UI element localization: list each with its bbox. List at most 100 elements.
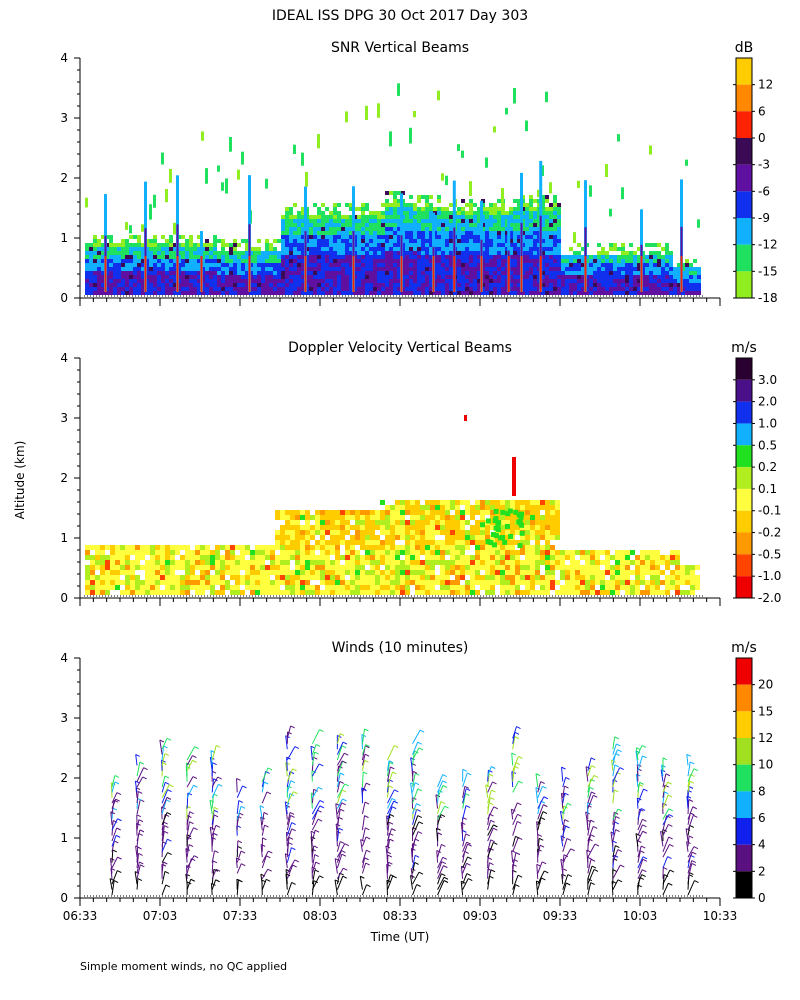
- snr-cell: [205, 267, 209, 271]
- snr-cell: [221, 291, 225, 295]
- doppler-cell: [450, 555, 455, 560]
- doppler-cell: [300, 545, 305, 550]
- doppler-cell: [140, 565, 145, 570]
- snr-speckle: [457, 144, 460, 151]
- snr-cell: [157, 271, 161, 275]
- wind-barb-flag: [314, 751, 319, 755]
- snr-cell: [625, 275, 629, 279]
- wind-barb-flag: [311, 770, 317, 774]
- snr-cell: [517, 263, 521, 267]
- snr-cell: [529, 207, 533, 211]
- wind-barb-flag: [192, 759, 197, 763]
- snr-cell: [301, 255, 305, 259]
- snr-cell: [501, 279, 505, 283]
- snr-cell: [445, 231, 449, 235]
- doppler-cell: [495, 570, 500, 575]
- snr-cell: [373, 231, 377, 235]
- doppler-cell: [530, 505, 535, 510]
- snr-cell: [405, 255, 409, 259]
- wind-barb: [311, 763, 320, 777]
- snr-cell: [373, 255, 377, 259]
- snr-cell: [445, 219, 449, 223]
- snr-cell: [93, 239, 97, 243]
- snr-cell: [457, 211, 461, 215]
- snr-cell: [693, 279, 697, 283]
- snr-cell: [605, 271, 609, 275]
- snr-cell: [637, 279, 641, 283]
- snr-cell: [497, 291, 501, 295]
- doppler-cell: [285, 540, 290, 545]
- wind-barb-flag: [139, 861, 144, 865]
- snr-speckle: [241, 151, 244, 165]
- doppler-cell: [425, 590, 430, 595]
- doppler-cell: [135, 580, 140, 585]
- snr-cell: [173, 263, 177, 267]
- doppler-cell: [215, 560, 220, 565]
- snr-cell: [261, 267, 265, 271]
- snr-cell: [157, 291, 161, 295]
- snr-cell: [97, 287, 101, 291]
- doppler-cell: [185, 585, 190, 590]
- doppler-cell: [180, 545, 185, 550]
- snr-cell: [321, 227, 325, 231]
- doppler-cell: [325, 530, 330, 535]
- snr-cell: [313, 251, 317, 255]
- snr-cell: [217, 255, 221, 259]
- snr-cell: [557, 203, 561, 207]
- snr-plume-core: [520, 222, 523, 289]
- doppler-cell: [675, 560, 680, 565]
- doppler-cell: [325, 565, 330, 570]
- snr-cell: [613, 263, 617, 267]
- snr-cell: [609, 247, 613, 251]
- snr-cell: [393, 227, 397, 231]
- doppler-cell: [425, 580, 430, 585]
- doppler-cell: [105, 585, 110, 590]
- snr-speckle: [621, 187, 624, 200]
- snr-cell: [157, 247, 161, 251]
- snr-cell: [609, 255, 613, 259]
- snr-cell: [173, 283, 177, 287]
- doppler-cell: [475, 565, 480, 570]
- doppler-cell: [335, 565, 340, 570]
- snr-cell: [361, 219, 365, 223]
- snr-cell: [477, 243, 481, 247]
- wind-barb-flag: [344, 843, 350, 847]
- wind-barb-flag: [260, 843, 266, 847]
- snr-cell: [261, 291, 265, 295]
- snr-cell: [221, 287, 225, 291]
- snr-cell: [301, 271, 305, 275]
- doppler-cell: [635, 590, 640, 595]
- snr-cell: [313, 235, 317, 239]
- snr-cell: [441, 219, 445, 223]
- doppler-cell: [285, 530, 290, 535]
- wind-barb: [161, 745, 164, 761]
- snr-cell: [233, 239, 237, 243]
- doppler-cell: [375, 560, 380, 565]
- doppler-cell: [285, 510, 290, 515]
- wind-barb: [311, 805, 321, 820]
- snr-cell: [533, 231, 537, 235]
- snr-cell: [209, 255, 213, 259]
- doppler-cell: [535, 590, 540, 595]
- snr-cell: [409, 291, 413, 295]
- snr-cell: [501, 255, 505, 259]
- snr-speckle: [469, 181, 472, 196]
- snr-cell: [665, 291, 669, 295]
- doppler-cell: [570, 550, 575, 555]
- snr-cell: [613, 283, 617, 287]
- snr-cell: [333, 275, 337, 279]
- doppler-cell: [345, 585, 350, 590]
- doppler-cell: [290, 580, 295, 585]
- snr-cell: [297, 235, 301, 239]
- snr-cell: [673, 291, 677, 295]
- snr-cell: [425, 271, 429, 275]
- snr-cell: [477, 291, 481, 295]
- snr-cell: [541, 195, 545, 199]
- snr-cell: [421, 195, 425, 199]
- wind-barb: [336, 760, 344, 777]
- doppler-cell: [305, 515, 310, 520]
- doppler-cell: [425, 520, 430, 525]
- wind-barb: [110, 868, 113, 879]
- doppler-cell: [555, 560, 560, 565]
- doppler-cell: [670, 575, 675, 580]
